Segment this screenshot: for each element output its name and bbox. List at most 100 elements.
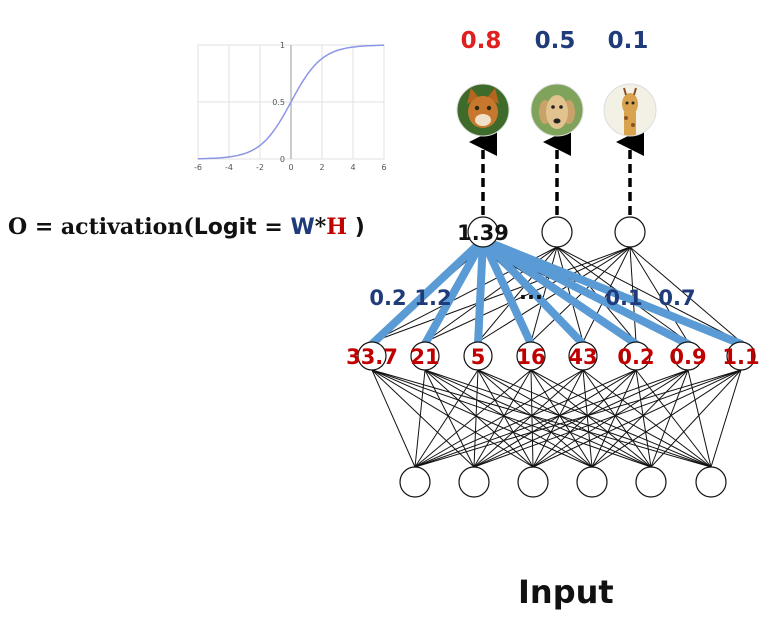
weight-edge bbox=[479, 236, 535, 348]
edge bbox=[424, 369, 712, 468]
photo-border bbox=[603, 83, 657, 137]
sigmoid-y-tick-label: 0 bbox=[280, 155, 285, 164]
input-node bbox=[695, 466, 727, 498]
edge bbox=[687, 369, 712, 468]
weight-ellipsis: ... bbox=[519, 280, 543, 304]
edge bbox=[477, 369, 593, 468]
sigmoid-y-tick-label: 0.5 bbox=[272, 98, 285, 107]
edge bbox=[473, 369, 479, 468]
edge bbox=[477, 246, 631, 343]
formula-star: * bbox=[314, 214, 327, 240]
edge bbox=[635, 369, 652, 468]
sigmoid-x-tick-label: -6 bbox=[194, 163, 202, 172]
dog-photo-icon bbox=[530, 83, 584, 137]
weight-label: 0.1 bbox=[605, 286, 642, 310]
weight-label: 0.2 bbox=[369, 286, 406, 310]
edge bbox=[635, 369, 712, 468]
hidden-value-label: 1.1 bbox=[722, 345, 759, 369]
edge bbox=[414, 369, 689, 468]
edge bbox=[582, 369, 593, 468]
cat-eye bbox=[474, 105, 480, 111]
photo-border bbox=[456, 83, 510, 137]
edge bbox=[371, 369, 652, 468]
photo-border bbox=[530, 83, 584, 137]
photo-content bbox=[457, 84, 509, 136]
cat-ear-left bbox=[467, 88, 479, 104]
sigmoid-x-tick-label: 6 bbox=[381, 163, 386, 172]
sigmoid-y-tick-label: 1 bbox=[280, 41, 285, 50]
edge bbox=[414, 369, 426, 468]
edge bbox=[414, 369, 532, 468]
edge bbox=[424, 369, 593, 468]
giraffe-spot bbox=[624, 116, 628, 120]
edge bbox=[582, 369, 652, 468]
weight-edge bbox=[421, 236, 487, 348]
cat-ear-right bbox=[487, 88, 499, 104]
sigmoid-x-tick-label: -2 bbox=[256, 163, 264, 172]
output-probability: 0.8 bbox=[461, 28, 502, 54]
edge bbox=[414, 369, 742, 468]
cat-muzzle bbox=[475, 114, 491, 126]
dog-eye bbox=[551, 105, 555, 109]
edge bbox=[371, 369, 475, 468]
output-node bbox=[614, 216, 646, 248]
edge bbox=[582, 246, 631, 343]
hidden-value-label: 0.9 bbox=[669, 345, 706, 369]
giraffe-eye bbox=[631, 101, 635, 105]
edge bbox=[530, 369, 712, 468]
cat-photo-icon bbox=[456, 83, 510, 137]
edge bbox=[530, 369, 652, 468]
hidden-value-label: 33.7 bbox=[346, 345, 398, 369]
edge bbox=[591, 369, 689, 468]
hidden-value-label: 43 bbox=[568, 345, 597, 369]
output-node bbox=[467, 216, 499, 248]
edge bbox=[530, 246, 631, 343]
edge bbox=[477, 369, 652, 468]
hidden-node bbox=[621, 341, 651, 371]
hidden-node bbox=[410, 341, 440, 371]
edge bbox=[650, 369, 689, 468]
formula-prefix: O = activation( bbox=[8, 214, 194, 240]
edge bbox=[371, 369, 416, 468]
weight-edge bbox=[479, 236, 745, 348]
sigmoid-x-tick-label: 0 bbox=[288, 163, 293, 172]
sigmoid-plot: -6 -4 -2 0 2 4 6 0 0.5 1 bbox=[194, 41, 387, 172]
edge bbox=[477, 369, 712, 468]
edge bbox=[424, 369, 475, 468]
edge bbox=[582, 369, 712, 468]
formula-logit: Logit bbox=[193, 215, 257, 240]
edge bbox=[424, 246, 631, 343]
hidden-value-label: 16 bbox=[516, 345, 545, 369]
cat-eye bbox=[486, 105, 492, 111]
giraffe-eye bbox=[625, 101, 629, 105]
formula-equals: = bbox=[256, 215, 291, 240]
input-node bbox=[458, 466, 490, 498]
photo-content bbox=[604, 84, 656, 136]
formula-hidden-symbol: H bbox=[326, 214, 348, 240]
weight-edge bbox=[474, 236, 487, 348]
weight-edge bbox=[479, 236, 587, 348]
weight-edge bbox=[368, 236, 487, 348]
edge bbox=[532, 369, 584, 468]
input-label: Input bbox=[518, 573, 614, 611]
dog-face bbox=[546, 95, 568, 129]
edge bbox=[414, 369, 637, 468]
edge bbox=[371, 369, 534, 468]
edge bbox=[532, 369, 689, 468]
edge bbox=[591, 369, 637, 468]
edge bbox=[629, 246, 742, 343]
giraffe-horn bbox=[623, 87, 627, 96]
edge bbox=[414, 369, 479, 468]
giraffe-horn bbox=[633, 87, 637, 96]
weight-label: 1.2 bbox=[414, 286, 451, 310]
dog-eye bbox=[559, 105, 563, 109]
edge bbox=[371, 369, 712, 468]
edge bbox=[591, 369, 742, 468]
hidden-node bbox=[726, 341, 756, 371]
giraffe-spot bbox=[631, 123, 635, 127]
edge bbox=[477, 369, 534, 468]
input-hidden-edges bbox=[371, 369, 742, 468]
input-node bbox=[576, 466, 608, 498]
